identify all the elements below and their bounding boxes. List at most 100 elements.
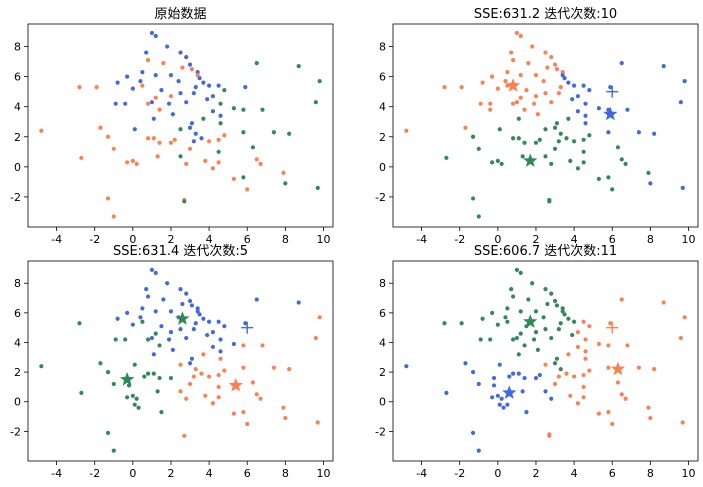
data-point <box>144 287 149 292</box>
centroid-star <box>175 311 190 325</box>
data-point <box>543 91 548 96</box>
x-tick-label: 6 <box>609 467 616 480</box>
data-point <box>583 121 588 126</box>
data-point <box>132 127 137 132</box>
data-point <box>123 101 128 106</box>
data-point <box>404 128 409 133</box>
data-point <box>231 176 236 181</box>
data-point <box>231 106 236 111</box>
data-point <box>151 371 156 376</box>
data-point <box>606 365 611 370</box>
x-tick-label: 2 <box>167 467 174 480</box>
y-tick-label: -2 <box>10 191 21 204</box>
y-tick-label: 4 <box>379 101 386 114</box>
data-point <box>564 136 569 141</box>
x-tick-label: 4 <box>206 233 213 246</box>
data-point <box>123 337 128 342</box>
data-point <box>195 73 200 78</box>
data-point <box>682 315 687 320</box>
data-point <box>203 393 208 398</box>
data-point <box>187 125 193 130</box>
data-point <box>241 343 246 348</box>
data-point <box>560 306 565 311</box>
data-point <box>680 185 685 190</box>
data-point <box>271 130 277 135</box>
data-point <box>111 448 116 453</box>
data-point <box>113 101 118 106</box>
data-point <box>159 324 164 329</box>
data-point <box>522 107 527 112</box>
data-point <box>199 136 204 141</box>
x-tick-label: -4 <box>51 467 62 480</box>
x-tick-label: 2 <box>532 233 539 246</box>
data-point <box>543 362 548 367</box>
x-tick-label: -2 <box>454 467 465 480</box>
y-tick-label: 8 <box>379 41 386 54</box>
data-point <box>480 80 485 85</box>
data-point <box>189 303 195 308</box>
y-tick-label: 0 <box>14 161 21 174</box>
data-point <box>619 297 624 302</box>
data-point <box>115 316 120 321</box>
data-point <box>552 298 558 304</box>
data-point <box>231 341 236 347</box>
data-point <box>470 134 476 139</box>
data-point <box>476 214 481 219</box>
data-point <box>168 375 174 381</box>
data-point <box>444 155 449 160</box>
y-tick-label: -2 <box>375 191 386 204</box>
data-point <box>210 166 216 171</box>
data-point <box>505 319 510 324</box>
data-point <box>189 121 195 126</box>
y-tick-label: 4 <box>14 101 21 114</box>
data-point <box>172 137 177 142</box>
data-point <box>216 384 221 390</box>
data-point <box>130 322 135 327</box>
centroid-star <box>228 377 243 392</box>
y-tick-label: 6 <box>379 71 386 84</box>
data-point <box>182 433 187 438</box>
data-point <box>495 322 500 327</box>
data-point <box>216 137 221 142</box>
data-point <box>189 67 195 72</box>
x-tick-label: 8 <box>647 233 654 246</box>
data-point <box>518 309 523 314</box>
data-point <box>125 160 130 165</box>
data-point <box>648 415 653 421</box>
data-point <box>187 62 193 67</box>
data-point <box>615 380 621 385</box>
data-point <box>547 199 552 204</box>
data-point <box>151 116 156 121</box>
data-point <box>566 352 571 357</box>
data-point <box>195 306 200 311</box>
y-tick-label: 0 <box>379 396 386 409</box>
data-point <box>201 316 206 321</box>
data-point <box>94 85 99 90</box>
data-point <box>222 368 227 373</box>
data-point <box>606 175 611 180</box>
data-point <box>243 321 248 326</box>
data-point <box>556 91 561 96</box>
data-point <box>520 389 525 394</box>
data-point <box>193 131 198 136</box>
data-point <box>636 130 642 135</box>
data-point <box>533 73 539 78</box>
data-point <box>132 402 137 407</box>
data-point <box>566 316 571 321</box>
data-point <box>134 161 139 166</box>
data-point <box>258 161 263 166</box>
data-point <box>39 128 44 133</box>
x-tick-label: -2 <box>454 233 465 246</box>
data-point <box>287 131 292 136</box>
data-point <box>287 367 292 372</box>
data-point <box>575 344 581 350</box>
data-point <box>105 430 111 435</box>
data-point <box>608 321 613 326</box>
chart-title: SSE:606.7 迭代次数:11 <box>474 243 617 259</box>
data-point <box>155 389 160 394</box>
data-point <box>518 270 523 275</box>
data-point <box>283 415 288 421</box>
data-point <box>480 316 485 321</box>
y-tick-label: 0 <box>379 161 386 174</box>
